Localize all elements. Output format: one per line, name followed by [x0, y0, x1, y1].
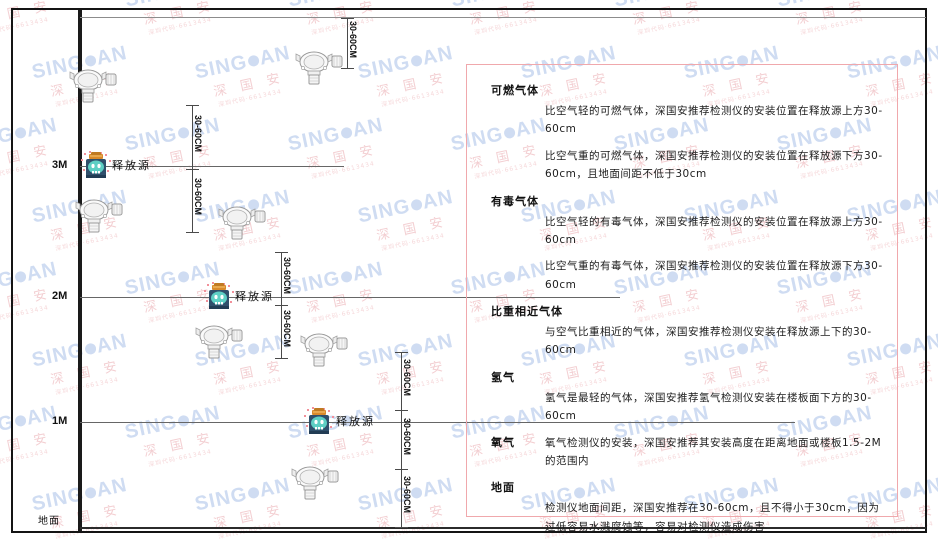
- gas-detector-icon: [66, 66, 118, 104]
- release-source-icon: [303, 406, 335, 438]
- section-paragraph: 检测仪地面间距，深国安推荐在30-60cm，且不得小于30cm，因为过低容易水溅…: [545, 502, 880, 533]
- dimension-tick: [341, 18, 354, 19]
- section-paragraph: 氢气是最轻的气体，深国安推荐氢气检测仪安装在楼板面下方的30-60cm: [545, 391, 872, 423]
- level-line: [80, 297, 620, 298]
- dimension-tick: [186, 168, 199, 170]
- dimension-label: 30-60CM: [282, 256, 292, 294]
- release-source-icon: [80, 150, 112, 182]
- level-line: [80, 422, 795, 423]
- gas-detector-icon: [292, 48, 344, 86]
- outer-frame: [11, 8, 927, 533]
- section-similar-density-gas: 比重相近气体与空气比重相近的气体，深国安推荐检测仪安装在释放源上下的30-60c…: [477, 303, 887, 360]
- ceiling-line: [80, 17, 926, 18]
- section-heading: 比重相近气体: [491, 305, 563, 318]
- dimension-tick: [395, 468, 408, 470]
- dimension-tick: [275, 252, 288, 253]
- dimension-tick: [186, 232, 199, 233]
- dimension-tick: [186, 105, 199, 106]
- dimension-tick: [275, 305, 288, 306]
- dimension-label: 30-60CM: [402, 475, 412, 513]
- dimension-tick: [395, 352, 408, 353]
- section-paragraph: 比空气轻的有毒气体，深国安推荐检测仪的安装位置在释放源上方30-60cm: [545, 215, 883, 246]
- section-paragraph: 与空气比重相近的气体，深国安推荐检测仪安装在释放源上下的30-60cm: [545, 326, 872, 357]
- source-label: 释放源: [235, 290, 274, 303]
- dimension-tick: [395, 410, 408, 412]
- recommendation-panel: 可燃气体 比空气轻的可燃气体，深国安推荐检测仪的安装位置在释放源上方30-60cm…: [466, 64, 898, 533]
- dimension-label: 30-60CM: [282, 309, 292, 347]
- dimension-tick: [341, 68, 354, 69]
- dimension-label: 30-60CM: [193, 178, 203, 216]
- dimension-label: 30-60CM: [402, 359, 412, 397]
- ground-label: 地面: [38, 516, 60, 527]
- gas-detector-icon: [192, 322, 244, 360]
- section-combustible-gas: 可燃气体 比空气轻的可燃气体，深国安推荐检测仪的安装位置在释放源上方30-60cm…: [477, 82, 887, 184]
- dimension-line: [347, 18, 348, 68]
- section-paragraph: 比空气轻的可燃气体，深国安推荐检测仪的安装位置在释放源上方30-60cm: [545, 105, 883, 136]
- gas-detector-icon: [297, 330, 349, 368]
- section-paragraph: 氧气检测仪的安装，深国安推荐其安装高度在距离地面或楼板1.5-2M的范围内: [545, 436, 882, 467]
- ground-line: [80, 527, 926, 529]
- dimension-label: 30-60CM: [193, 114, 203, 152]
- section-oxygen-gas: 氧气 氧气检测仪的安装，深国安推荐其安装高度在距离地面或楼板1.5-2M的范围内: [477, 434, 887, 471]
- source-label: 释放源: [336, 415, 375, 428]
- axis-label-2m: 2M: [52, 290, 68, 302]
- section-toxic-gas: 有毒气体 比空气轻的有毒气体，深国安推荐检测仪的安装位置在释放源上方30-60cm…: [477, 193, 887, 295]
- axis-label-3m: 3M: [52, 159, 68, 171]
- gas-detector-icon: [215, 203, 267, 241]
- section-paragraph: 比空气重的可燃气体，深国安推荐检测仪的安装位置在释放源下方30-60cm，且地面…: [545, 149, 883, 181]
- section-hydrogen-gas: 氢气氢气是最轻的气体，深国安推荐氢气检测仪安装在楼板面下方的30-60cm: [477, 369, 887, 426]
- vertical-axis: [78, 10, 82, 531]
- axis-label-1m: 1M: [52, 415, 68, 427]
- dimension-tick: [275, 358, 288, 359]
- section-heading: 氧气: [491, 435, 515, 449]
- dimension-tick: [395, 527, 408, 528]
- section-heading: 可燃气体: [491, 84, 539, 97]
- release-source-icon: [203, 281, 235, 313]
- gas-detector-icon: [288, 463, 340, 501]
- section-heading: 地面: [491, 481, 515, 495]
- source-label: 释放源: [112, 159, 151, 172]
- section-ground: 地面检测仪地面间距，深国安推荐在30-60cm，且不得小于30cm，因为过低容易…: [477, 479, 887, 536]
- level-line: [80, 166, 344, 167]
- section-heading: 氢气: [491, 370, 515, 384]
- dimension-line: [401, 352, 402, 527]
- section-paragraph: 比空气重的有毒气体，深国安推荐检测仪的安装位置在释放源下方30-60cm: [545, 260, 883, 291]
- dimension-label: 30-60CM: [348, 21, 358, 59]
- gas-detector-icon: [72, 196, 124, 234]
- dimension-label: 30-60CM: [402, 417, 412, 455]
- section-heading: 有毒气体: [491, 194, 539, 208]
